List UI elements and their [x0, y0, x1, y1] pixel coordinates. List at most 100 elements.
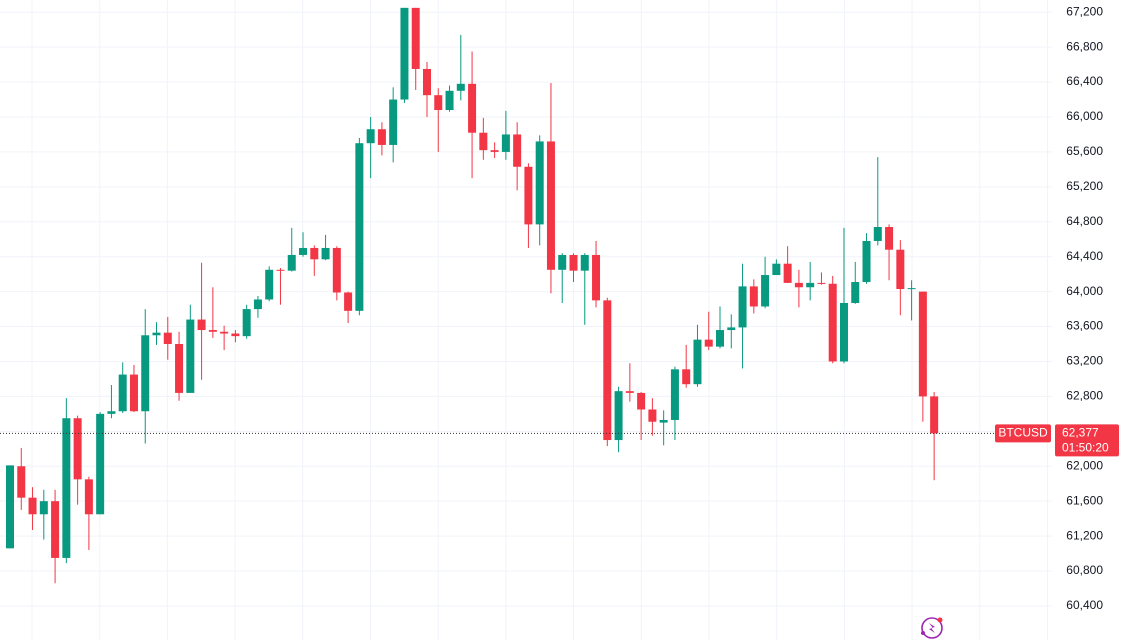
candle-body — [603, 300, 612, 441]
candle-body — [738, 286, 747, 328]
y-tick-label: 65,600 — [1066, 144, 1103, 158]
icon-bolt — [929, 623, 935, 633]
candle-body — [873, 227, 882, 241]
candle-body — [129, 374, 138, 412]
candle-body — [17, 466, 26, 498]
candle-body — [637, 392, 646, 410]
candle-body — [434, 95, 443, 111]
ai-icon[interactable] — [921, 617, 943, 639]
candle-body — [682, 369, 691, 385]
candle-body — [186, 319, 195, 393]
y-tick-label: 64,000 — [1066, 284, 1103, 298]
candle-body — [670, 369, 679, 420]
candle-body — [175, 344, 184, 393]
candle-body — [332, 247, 341, 293]
candle-body — [659, 419, 668, 423]
symbol-label: BTCUSD — [998, 426, 1048, 440]
candle-body — [321, 247, 330, 260]
candle-body — [265, 269, 274, 300]
candle-body — [220, 331, 229, 334]
candle-body — [310, 247, 319, 260]
y-tick-label: 60,400 — [1066, 598, 1103, 612]
y-tick-label: 61,200 — [1066, 528, 1103, 542]
candle-body — [344, 292, 353, 311]
candle-body — [885, 227, 894, 250]
candle-body — [231, 333, 240, 337]
candle-body — [253, 299, 262, 310]
countdown-label: 01:50:20 — [1062, 441, 1109, 455]
candle-body — [422, 68, 431, 96]
candle-body — [141, 335, 150, 412]
candle-body — [366, 129, 375, 144]
candle-body — [479, 132, 488, 151]
candle-body — [456, 83, 465, 91]
grid — [0, 0, 1052, 640]
candle-body — [276, 269, 285, 271]
y-tick-label: 66,400 — [1066, 74, 1103, 88]
y-tick-label: 61,600 — [1066, 493, 1103, 507]
candle-body — [907, 288, 916, 290]
candle-body — [918, 291, 927, 397]
candle-body — [490, 150, 499, 152]
candle-body — [96, 413, 105, 515]
candle-body — [468, 83, 477, 133]
icon-dot — [921, 631, 925, 635]
candle-body — [163, 332, 172, 345]
candle-body — [704, 339, 713, 347]
candle-body — [862, 240, 871, 283]
candle-body — [501, 134, 510, 152]
candle-body — [828, 283, 837, 362]
candle-body — [28, 497, 37, 515]
candle-body — [355, 143, 364, 311]
candle-body — [287, 254, 296, 271]
candle-body — [513, 134, 522, 167]
candle-body — [208, 330, 217, 332]
y-tick-label: 63,200 — [1066, 354, 1103, 368]
candles — [0, 7, 1052, 584]
candle-body — [39, 501, 48, 515]
y-tick-label: 65,200 — [1066, 179, 1103, 193]
y-tick-label: 60,800 — [1066, 563, 1103, 577]
y-tick-label: 67,200 — [1066, 4, 1103, 18]
candle-body — [411, 7, 420, 69]
candle-body — [648, 409, 657, 422]
price-axis: 60,40060,80061,20061,60062,00062,40062,8… — [995, 4, 1119, 612]
y-tick-label: 66,800 — [1066, 39, 1103, 53]
candle-body — [546, 141, 555, 270]
candle-body — [400, 7, 409, 100]
candle-body — [580, 254, 589, 271]
candle-body — [558, 254, 567, 270]
candle-body — [152, 332, 161, 336]
symbol-tag — [995, 424, 1051, 443]
candle-body — [727, 327, 736, 331]
candle-body — [693, 339, 702, 385]
candle-body — [716, 330, 725, 347]
candle-body — [761, 275, 770, 307]
y-tick-label: 64,800 — [1066, 214, 1103, 228]
candle-body — [817, 282, 826, 284]
last-price-label: 62,377 — [1062, 426, 1099, 440]
candle-body — [445, 90, 454, 111]
candle-body — [794, 282, 803, 288]
candle-body — [377, 129, 386, 145]
candle-body — [772, 263, 781, 276]
candle-body — [524, 166, 533, 225]
y-tick-label: 63,600 — [1066, 319, 1103, 333]
candle-body — [84, 479, 93, 515]
candle-body — [569, 254, 578, 271]
candle-body — [614, 391, 623, 441]
candle-body — [535, 141, 544, 225]
candle-body — [930, 396, 939, 434]
y-tick-label: 62,800 — [1066, 389, 1103, 403]
candle-body — [62, 418, 71, 558]
candle-body — [107, 411, 116, 414]
candle-body — [242, 309, 251, 337]
candle-body — [839, 302, 848, 362]
icon-badge — [937, 617, 943, 623]
candle-body — [592, 254, 601, 301]
candle-body — [6, 465, 14, 549]
candle-body — [299, 247, 308, 255]
candle-body — [749, 286, 758, 307]
candle-body — [896, 249, 905, 290]
